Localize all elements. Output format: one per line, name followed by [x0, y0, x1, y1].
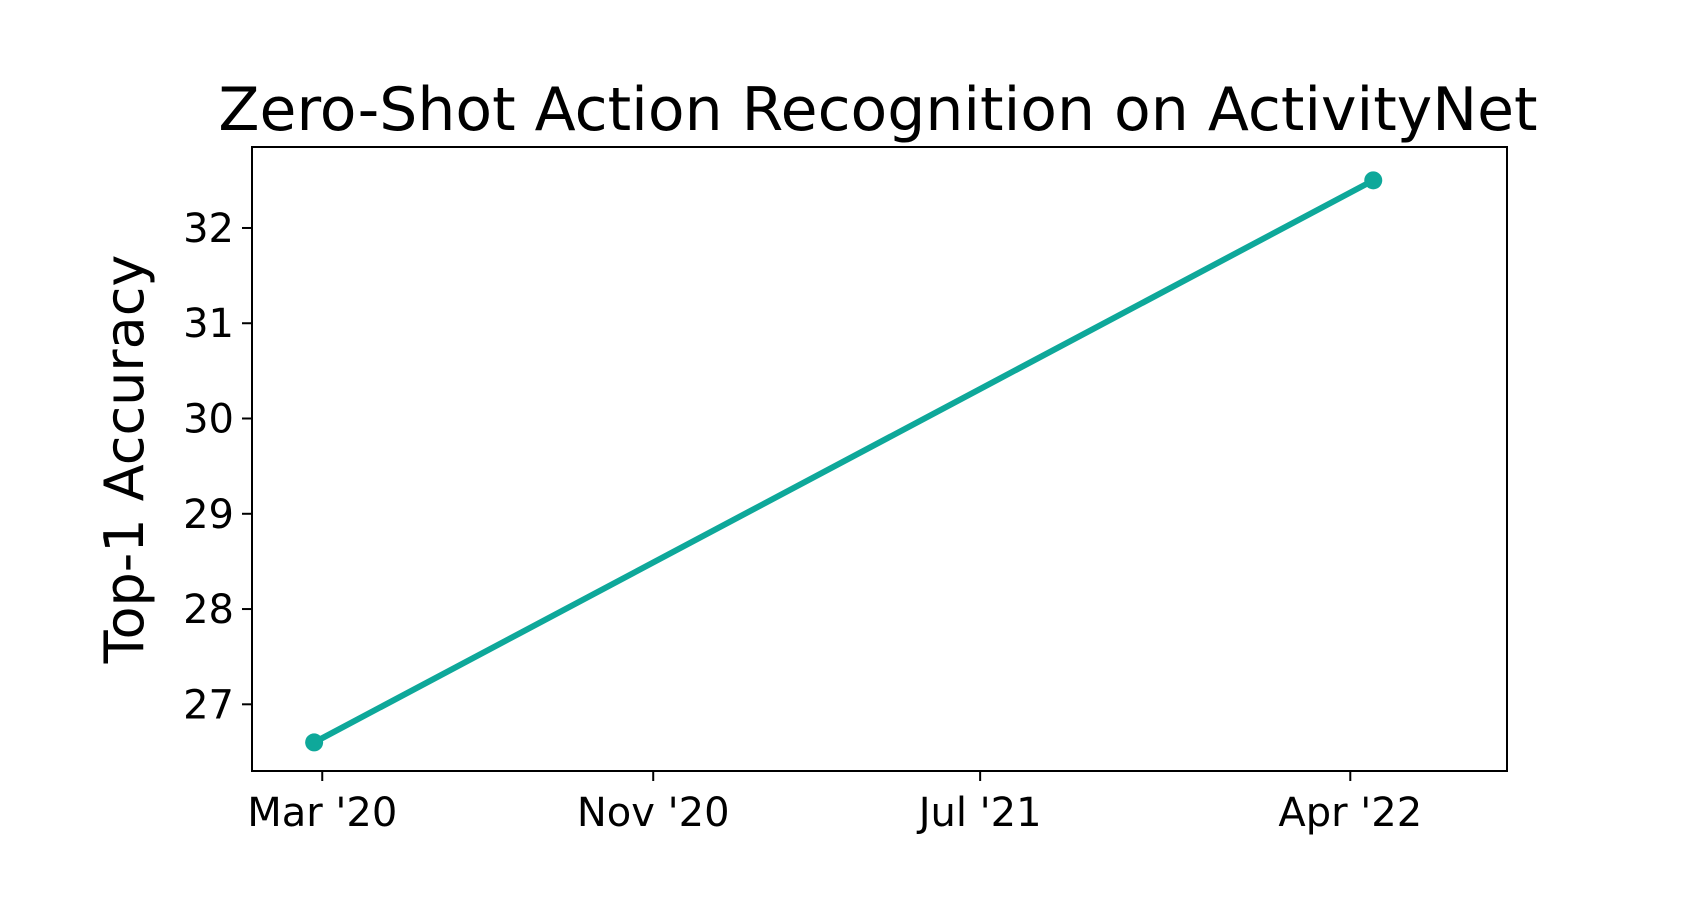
data-point[interactable] [305, 733, 324, 752]
series-line [311, 177, 1377, 746]
x-tick-label: Mar '20 [247, 790, 397, 836]
x-axis-ticks: Mar '20 Nov '20 Jul '21 Apr '22 [247, 771, 1422, 836]
y-tick-label: 32 [183, 206, 234, 252]
y-tick-label: 27 [183, 682, 234, 728]
x-tick-label: Nov '20 [577, 790, 730, 836]
y-tick-label: 28 [183, 587, 234, 633]
y-tick-label: 30 [183, 397, 234, 443]
y-tick-label: 29 [183, 492, 234, 538]
chart-title: Zero-Shot Action Recognition on Activity… [218, 75, 1537, 145]
y-tick-label: 31 [183, 301, 234, 347]
data-point[interactable] [1364, 171, 1383, 190]
y-axis-label: Top-1 Accuracy [93, 255, 156, 665]
plot-area [305, 171, 1383, 752]
plot-frame [251, 146, 1508, 772]
y-axis-ticks: 27 28 29 30 31 32 [183, 206, 252, 728]
x-tick-label: Apr '22 [1278, 790, 1422, 836]
x-tick-label: Jul '21 [916, 790, 1042, 836]
